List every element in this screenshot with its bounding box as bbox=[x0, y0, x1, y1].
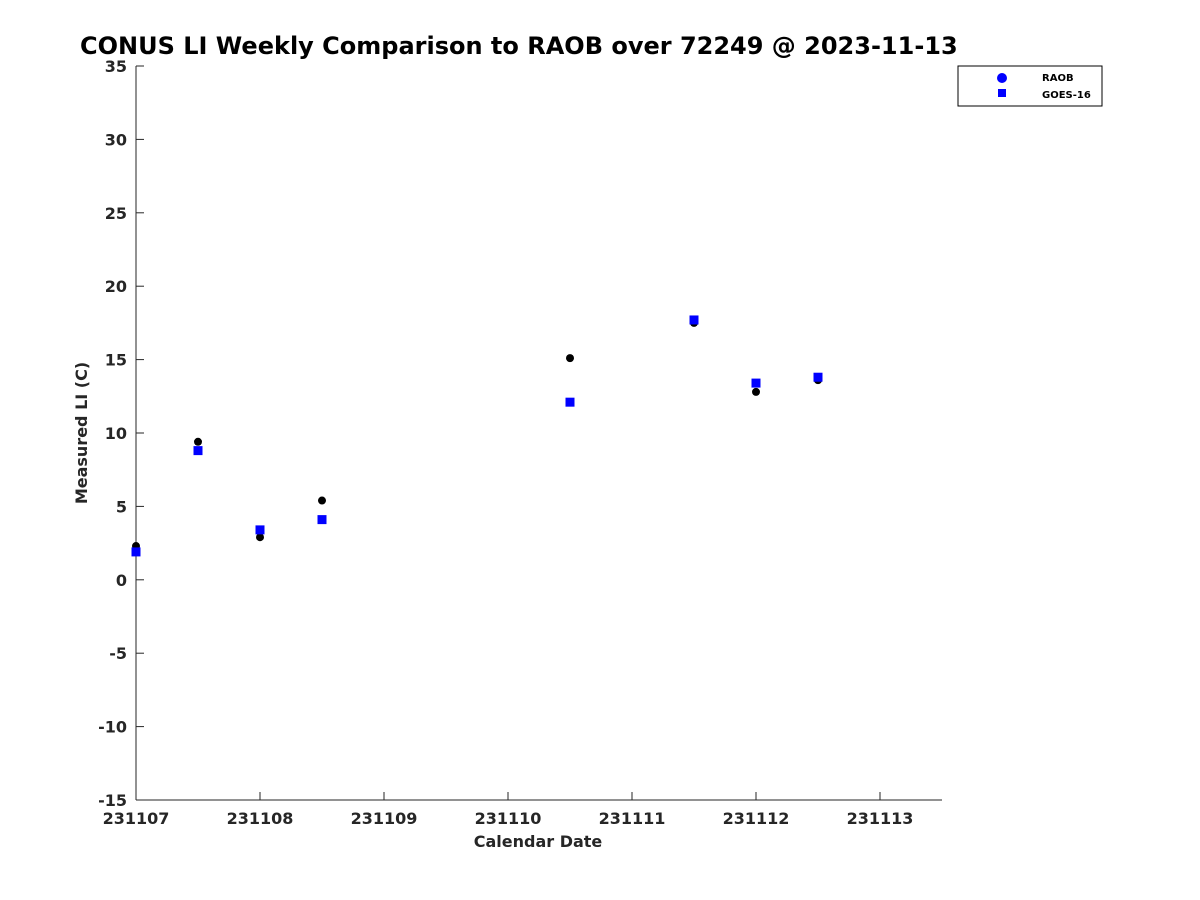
goes-16-point bbox=[255, 525, 265, 535]
legend-raob-marker bbox=[997, 73, 1007, 83]
y-tick-label: 35 bbox=[105, 57, 127, 76]
x-tick-label: 231110 bbox=[475, 809, 542, 828]
x-tick-label: 231107 bbox=[103, 809, 170, 828]
goes-16-point bbox=[193, 446, 203, 456]
x-tick-label: 231111 bbox=[599, 809, 666, 828]
x-ticks: 231107 231108 231109 231110 231111 231112 2311… bbox=[103, 792, 914, 828]
y-tick-label: 0 bbox=[116, 571, 127, 590]
y-tick-label: -10 bbox=[98, 718, 127, 737]
raob-point bbox=[318, 496, 326, 505]
goes-16-point bbox=[317, 515, 327, 525]
y-tick-label: 15 bbox=[105, 351, 127, 370]
goes-16-point bbox=[751, 378, 761, 388]
raob-point bbox=[566, 354, 574, 363]
legend: RAOB GOES-16 bbox=[957, 65, 1103, 107]
goes-16-point bbox=[689, 315, 699, 325]
data-points bbox=[131, 315, 823, 557]
x-tick-label: 231109 bbox=[351, 809, 418, 828]
goes-16-point bbox=[565, 397, 575, 407]
y-tick-label: 10 bbox=[105, 424, 127, 443]
y-tick-label: 20 bbox=[105, 277, 127, 296]
y-tick-label: -5 bbox=[109, 644, 127, 663]
legend-box bbox=[957, 65, 1103, 107]
y-tick-label: -15 bbox=[98, 791, 127, 810]
raob-point bbox=[194, 437, 202, 446]
legend-goes-label: GOES-16 bbox=[1042, 90, 1091, 101]
y-tick-label: 30 bbox=[105, 130, 127, 149]
raob-point bbox=[256, 533, 264, 542]
y-ticks: 35 30 25 20 15 10 5 0 -5 -10 -15 bbox=[98, 57, 144, 810]
goes-16-point bbox=[813, 372, 823, 382]
raob-point bbox=[752, 387, 760, 396]
x-axis-label: Calendar Date bbox=[474, 832, 603, 851]
x-tick-label: 231112 bbox=[723, 809, 790, 828]
x-tick-label: 231113 bbox=[847, 809, 914, 828]
chart-title: CONUS LI Weekly Comparison to RAOB over … bbox=[80, 32, 958, 60]
x-tick-label: 231108 bbox=[227, 809, 294, 828]
y-tick-label: 25 bbox=[105, 204, 127, 223]
legend-goes-marker bbox=[998, 89, 1006, 97]
legend-raob-label: RAOB bbox=[1042, 73, 1074, 84]
goes-16-point bbox=[131, 547, 141, 557]
y-axis-label: Measured LI (C) bbox=[72, 362, 91, 504]
y-tick-label: 5 bbox=[116, 497, 127, 516]
